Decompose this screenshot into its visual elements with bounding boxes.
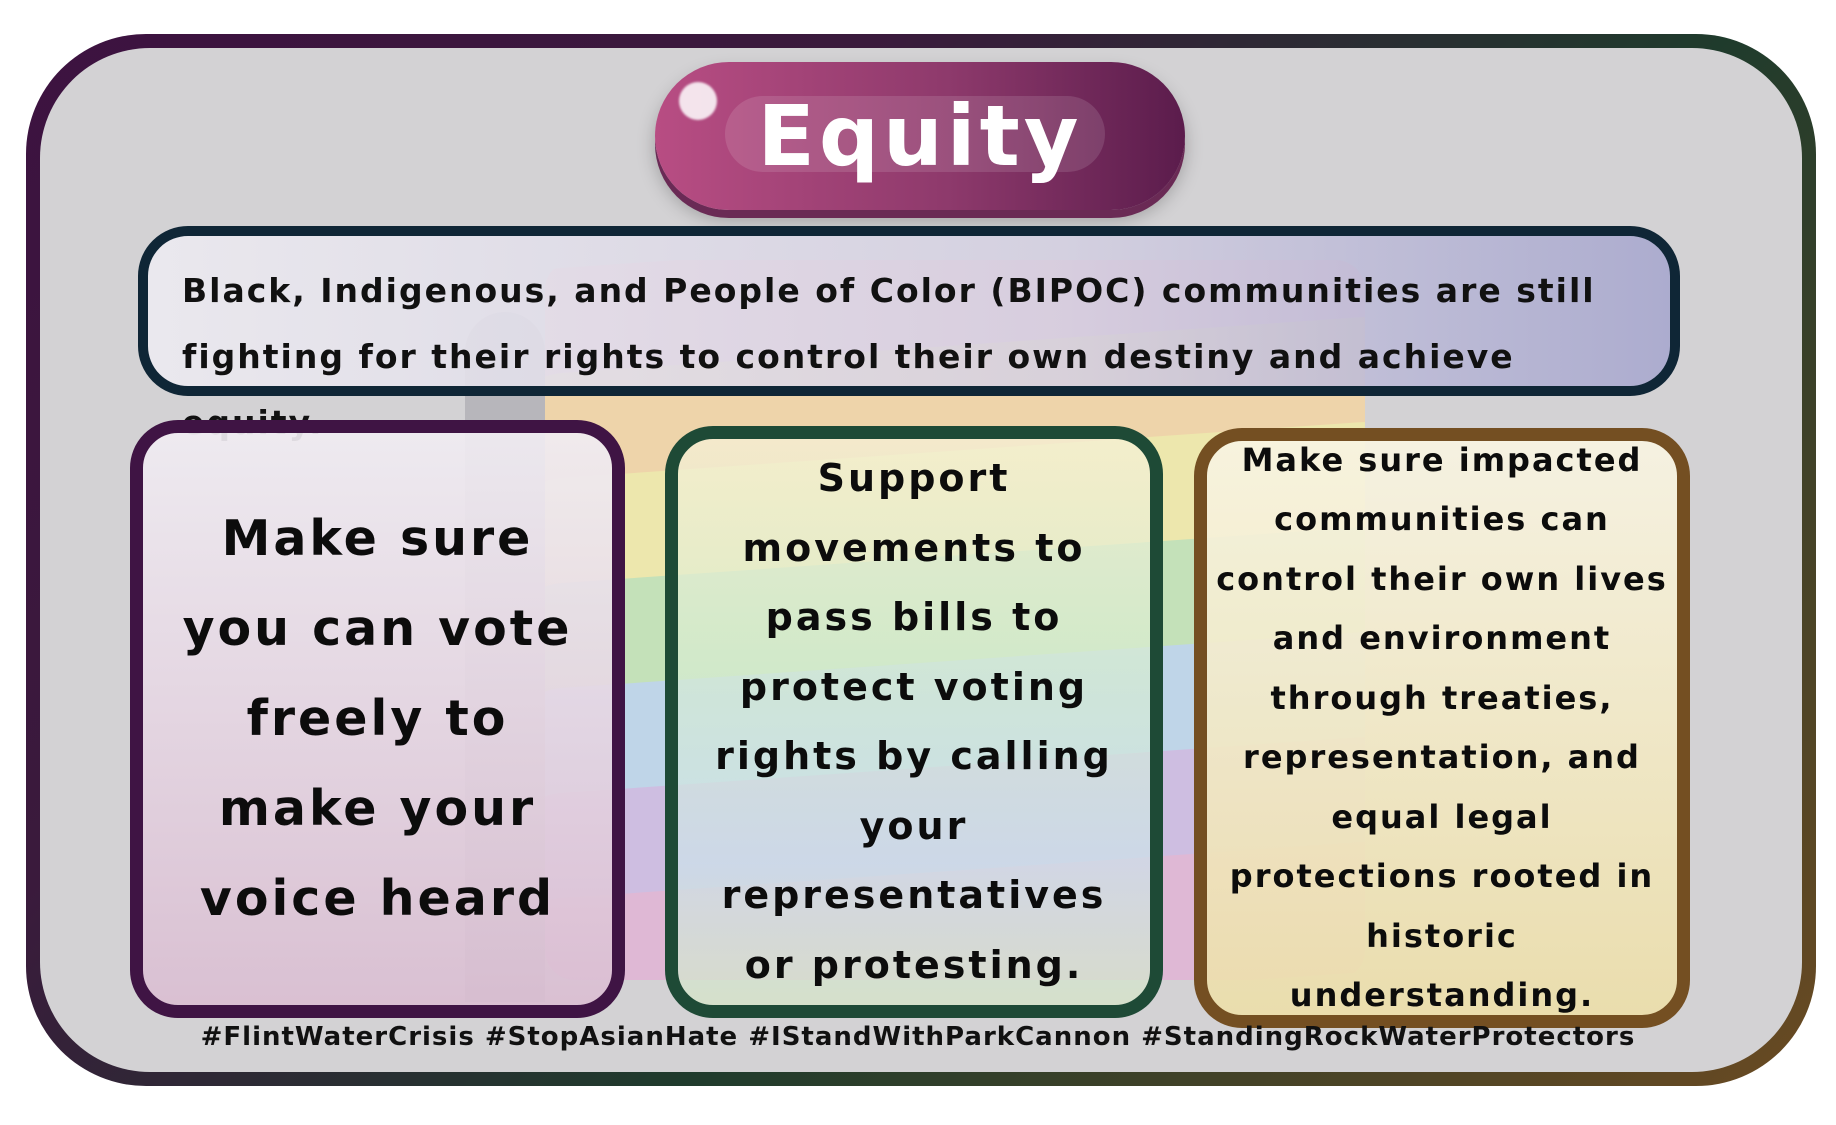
action-card-vote: Make sure you can vote freely to make yo… [130, 420, 625, 1018]
title-gloss [725, 96, 1105, 172]
hashtags-line: #FlintWaterCrisis #StopAsianHate #IStand… [200, 1022, 1636, 1052]
title-pill: Equity [655, 62, 1185, 210]
title-shine [679, 82, 717, 120]
page-title: Equity [757, 87, 1083, 185]
action-card-communities-text: Make sure impacted communities can contr… [1216, 440, 1668, 1015]
action-card-vote-text: Make sure you can vote freely to make yo… [182, 510, 573, 927]
intro-banner: Black, Indigenous, and People of Color (… [138, 226, 1680, 442]
action-card-communities: Make sure impacted communities can contr… [1194, 428, 1690, 1028]
action-card-support: Support movements to pass bills to prote… [665, 426, 1163, 1018]
action-card-support-text: Support movements to pass bills to prote… [715, 456, 1113, 987]
